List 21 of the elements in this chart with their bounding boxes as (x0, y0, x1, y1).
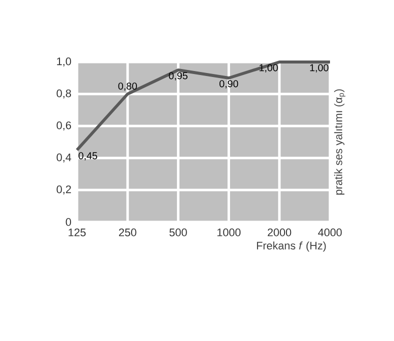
x-tick-label: 2000 (268, 228, 292, 236)
x-tick-label: 125 (68, 228, 86, 236)
y-tick-label: 0,8 (56, 89, 71, 99)
y-tick-label: 0,6 (56, 121, 71, 131)
x-tick-label: 250 (119, 228, 136, 236)
data-label: 0,80 (118, 82, 137, 91)
data-label: 1,00 (310, 64, 328, 72)
y-tick-label: 1,0 (57, 57, 72, 67)
data-label: 0,45 (78, 152, 98, 160)
x-tick-label: 4000 (318, 228, 342, 236)
line-series (76, 60, 332, 152)
y-tick-label: 0,2 (56, 185, 71, 195)
data-label: 0,95 (168, 72, 188, 80)
x-axis-title: Frekans f (Hz) (257, 241, 326, 252)
x-tick-label: 500 (169, 228, 187, 236)
y-tick-label: 0,4 (56, 153, 72, 163)
data-label: 0,90 (219, 80, 238, 88)
x-tick-label: 1000 (217, 228, 241, 236)
data-label: 1,00 (260, 64, 278, 72)
y-tick-label: 0 (66, 218, 72, 226)
y-axis-title: pratik ses yalıtımı (α$_{p}$) (334, 89, 346, 195)
